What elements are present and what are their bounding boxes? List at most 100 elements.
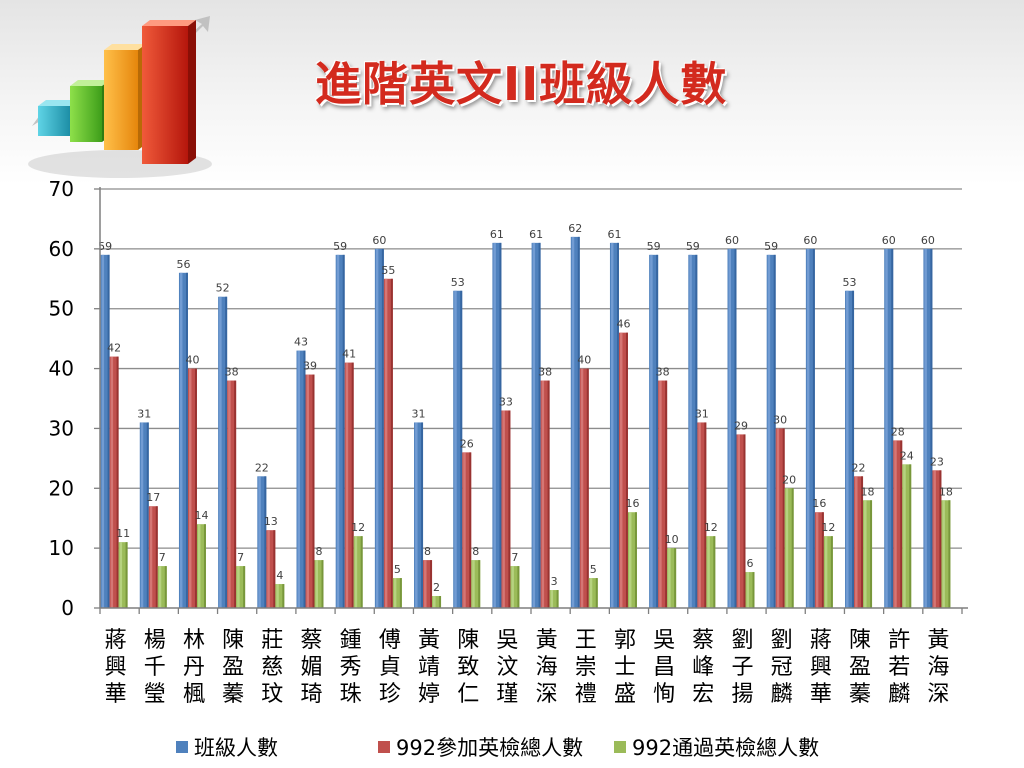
bar-highlight (668, 548, 671, 608)
category-label: 蔡媚琦 (300, 628, 322, 707)
bar-shadow (861, 476, 864, 608)
data-label: 8 (472, 545, 479, 558)
bar-highlight (179, 272, 183, 608)
bar-shadow (538, 242, 541, 608)
bar-highlight (237, 566, 240, 608)
category-label: 林丹楓 (183, 628, 205, 707)
legend-swatch (176, 741, 188, 753)
data-label: 53 (843, 276, 857, 289)
category-label: 劉冠麟 (771, 628, 793, 707)
bar-highlight (415, 422, 418, 608)
data-label: 46 (616, 318, 630, 331)
bar-body (266, 530, 276, 608)
bar-highlight (393, 578, 397, 608)
bar (335, 254, 345, 609)
bar (257, 476, 267, 608)
data-label: 7 (237, 551, 244, 564)
data-label: 38 (538, 366, 552, 379)
bar (383, 278, 393, 608)
bar (649, 254, 659, 609)
data-label: 33 (499, 395, 513, 408)
bar-highlight (119, 542, 123, 608)
y-tick-labels: 0 10 20 30 40 50 60 70 (49, 177, 74, 620)
bar-body (148, 506, 158, 608)
bar (196, 524, 206, 608)
data-label: 17 (146, 491, 160, 504)
bar-body (814, 512, 824, 608)
bar-body (432, 596, 442, 608)
legend-item: 992參加英檢總人數 (378, 736, 583, 760)
bar-shadow (360, 536, 363, 608)
bar (531, 242, 541, 608)
bar (688, 254, 698, 609)
bar-highlight (815, 512, 819, 608)
bar (745, 572, 755, 608)
bar-body (688, 254, 698, 609)
bar-shadow (909, 464, 912, 608)
data-label: 14 (194, 509, 208, 522)
bar-shadow (390, 278, 393, 608)
bar-highlight (737, 434, 740, 608)
bar (805, 248, 815, 608)
bar (540, 380, 550, 608)
bar (736, 434, 746, 608)
bar (766, 254, 776, 609)
data-label: 60 (921, 234, 935, 247)
bar-highlight (707, 536, 710, 608)
bar (305, 374, 315, 608)
bar-body (863, 500, 873, 608)
bar (932, 470, 942, 608)
bar-shadow (556, 590, 559, 608)
data-label: 59 (647, 240, 661, 253)
bar-body (383, 278, 393, 608)
bar-body (941, 500, 951, 608)
bar (275, 584, 285, 608)
bar-shadow (185, 272, 188, 608)
bar-shadow (665, 380, 668, 608)
bar (588, 578, 598, 608)
legend: 班級人數 992參加英檢總人數 992通過英檢總人數 (176, 736, 819, 760)
bar (314, 560, 324, 608)
bar-shadow (595, 578, 598, 608)
bar (139, 422, 149, 608)
bar (627, 512, 637, 608)
bar-highlight (589, 578, 593, 608)
data-label: 23 (930, 455, 944, 468)
data-label: 38 (656, 366, 670, 379)
legend-swatch (614, 741, 626, 753)
bar-shadow (713, 536, 716, 608)
category-label: 陳盈蓁 (849, 628, 871, 707)
bar-body (540, 380, 550, 608)
bar-highlight (806, 248, 810, 608)
bar (178, 272, 188, 608)
bar-shadow (460, 290, 463, 608)
category-label: 許若麟 (888, 628, 910, 707)
data-label: 2 (433, 581, 440, 594)
data-label: 55 (381, 264, 395, 277)
data-label: 61 (490, 228, 504, 241)
bar (266, 530, 276, 608)
bar (845, 290, 855, 608)
bar-body (501, 410, 511, 608)
bar-body (745, 572, 755, 608)
data-label: 59 (98, 240, 112, 253)
data-label: 16 (625, 497, 639, 510)
bar-highlight (855, 476, 858, 608)
data-label: 39 (303, 360, 317, 373)
data-label: 62 (568, 222, 582, 235)
data-label: 22 (255, 461, 269, 474)
y-tick-label: 10 (49, 536, 74, 560)
data-label: 12 (351, 521, 365, 534)
data-label: 56 (176, 258, 190, 271)
bar-body (139, 422, 149, 608)
legend-label: 992通過英檢總人數 (632, 736, 819, 760)
bar (923, 248, 933, 608)
bar-body (579, 368, 589, 608)
bar (218, 296, 228, 608)
bar (823, 536, 833, 608)
gridlines (100, 188, 962, 549)
bar-highlight (158, 566, 162, 608)
bar (471, 560, 481, 608)
bar-body (414, 422, 424, 608)
